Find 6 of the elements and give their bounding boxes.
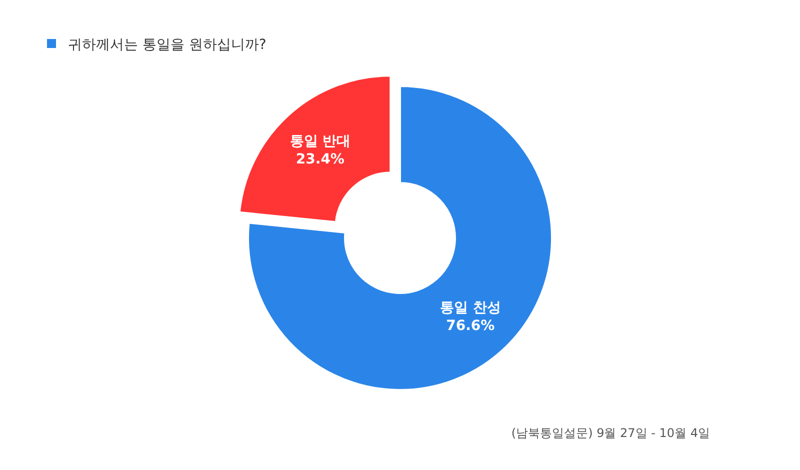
slice-label: 통일 반대: [290, 134, 351, 150]
data-label: 76.6%: [446, 318, 495, 334]
chart-title: 귀하께서는 통일을 원하십니까?: [68, 37, 266, 53]
data-label: 23.4%: [296, 152, 344, 168]
text: (남북통일설문) 9월 27일 - 10월 4일: [511, 426, 710, 440]
slice-label: 통일 찬성: [440, 300, 501, 316]
